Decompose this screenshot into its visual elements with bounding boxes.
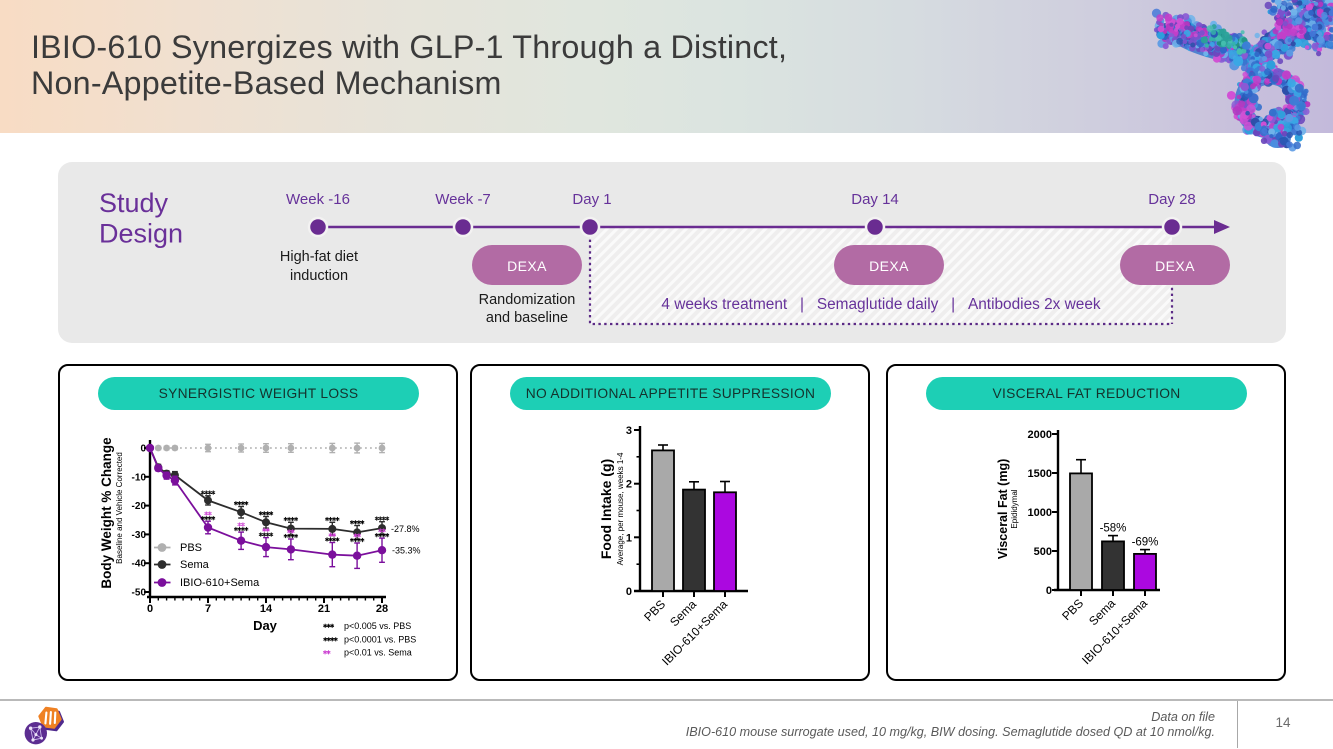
svg-text:1500: 1500 <box>1028 468 1052 480</box>
svg-text:and baseline: and baseline <box>486 310 568 326</box>
svg-text:-10: -10 <box>132 472 147 483</box>
svg-text:-27.8%: -27.8% <box>391 524 420 534</box>
svg-text:-69%: -69% <box>1132 537 1159 549</box>
svg-text:Day 28: Day 28 <box>1148 191 1196 208</box>
svg-text:IBIO-610+Sema: IBIO-610+Sema <box>180 577 260 589</box>
svg-text:Epididymal: Epididymal <box>1010 489 1019 528</box>
svg-text:Week -7: Week -7 <box>435 191 491 208</box>
svg-text:Randomization: Randomization <box>479 292 576 308</box>
svg-text:PBS: PBS <box>641 597 668 624</box>
svg-text:-30: -30 <box>132 530 147 541</box>
svg-text:-58%: -58% <box>1100 523 1127 535</box>
svg-text:Day: Day <box>253 618 278 633</box>
svg-text:4 weeks treatment | Semagl: 4 weeks treatment | Semaglutide daily | … <box>661 296 1100 313</box>
svg-text:3: 3 <box>626 425 632 437</box>
svg-text:2000: 2000 <box>1028 429 1052 441</box>
svg-text:-20: -20 <box>132 501 147 512</box>
svg-text:0: 0 <box>1046 585 1052 597</box>
svg-text:Visceral Fat (mg): Visceral Fat (mg) <box>996 459 1010 560</box>
svg-text:Body Weight % Change: Body Weight % Change <box>99 437 114 589</box>
svg-text:Week -16: Week -16 <box>286 191 350 208</box>
svg-text:p<0.01 vs. Sema: p<0.01 vs. Sema <box>344 648 412 658</box>
svg-text:-35.3%: -35.3% <box>392 546 421 556</box>
svg-text:DEXA: DEXA <box>869 258 909 274</box>
svg-text:p<0.005 vs. PBS: p<0.005 vs. PBS <box>344 621 411 631</box>
svg-text:0: 0 <box>626 586 632 598</box>
svg-text:induction: induction <box>290 268 348 284</box>
svg-text:PBS: PBS <box>1059 596 1086 623</box>
svg-text:14: 14 <box>260 603 273 615</box>
svg-text:DEXA: DEXA <box>1155 258 1195 274</box>
svg-text:Sema: Sema <box>180 559 210 571</box>
svg-text:21: 21 <box>318 603 330 615</box>
svg-text:0: 0 <box>147 603 153 615</box>
svg-text:0: 0 <box>140 444 146 455</box>
svg-text:2: 2 <box>626 479 632 491</box>
svg-text:Day 1: Day 1 <box>572 191 611 208</box>
svg-text:PBS: PBS <box>180 542 202 554</box>
svg-text:p<0.0001 vs. PBS: p<0.0001 vs. PBS <box>344 635 416 645</box>
svg-text:-40: -40 <box>132 559 147 570</box>
svg-text:-50: -50 <box>132 588 147 599</box>
svg-text:28: 28 <box>376 603 388 615</box>
svg-text:Design: Design <box>99 219 183 249</box>
svg-text:High-fat diet: High-fat diet <box>280 249 358 265</box>
svg-text:7: 7 <box>205 603 211 615</box>
svg-text:1000: 1000 <box>1028 507 1052 519</box>
svg-text:Food Intake (g): Food Intake (g) <box>598 459 614 559</box>
svg-text:Day 14: Day 14 <box>851 191 899 208</box>
svg-text:Baseline and Vehicle Corrected: Baseline and Vehicle Corrected <box>115 452 124 564</box>
svg-text:DEXA: DEXA <box>507 258 547 274</box>
svg-text:1: 1 <box>626 532 632 544</box>
svg-text:Average, per mouse, weeks 1-4: Average, per mouse, weeks 1-4 <box>616 452 625 565</box>
svg-text:Study: Study <box>99 188 169 218</box>
svg-text:500: 500 <box>1034 546 1052 558</box>
